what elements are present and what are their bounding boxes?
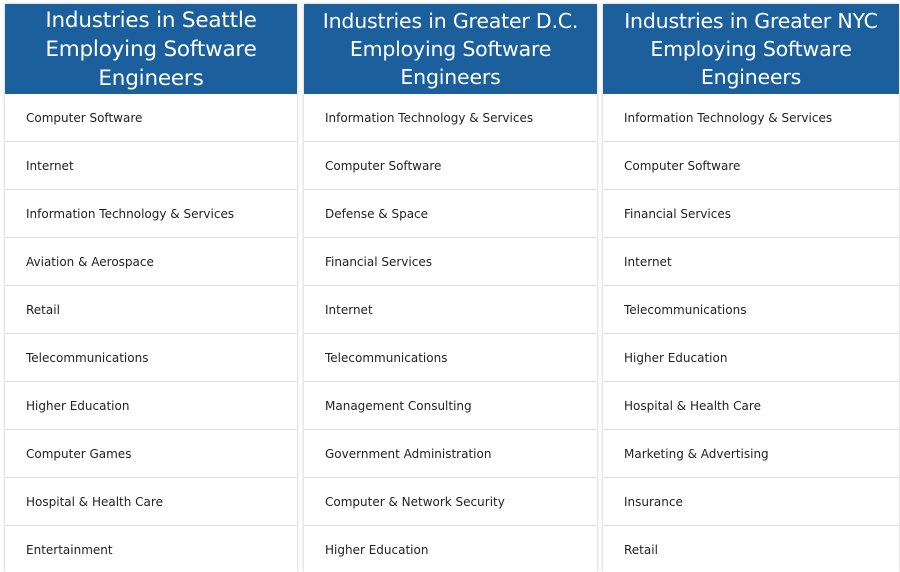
panel-header: Industries in Seattle Employing Software… (5, 4, 297, 94)
list-item: Computer & Network Security (304, 478, 597, 526)
list-item: Information Technology & Services (5, 190, 297, 238)
panel-greater-dc: Industries in Greater D.C. Employing Sof… (304, 4, 597, 572)
panel-title: Industries in Greater D.C. Employing Sof… (322, 9, 579, 89)
list-item: Hospital & Health Care (5, 478, 297, 526)
list-item: Computer Games (5, 430, 297, 478)
list-item: Telecommunications (5, 334, 297, 382)
list-item: Government Administration (304, 430, 597, 478)
panel-seattle: Industries in Seattle Employing Software… (5, 4, 297, 572)
list-item: Defense & Space (304, 190, 597, 238)
list-item: Telecommunications (304, 334, 597, 382)
list-item: Retail (5, 286, 297, 334)
list-item: Computer Software (304, 142, 597, 190)
list-item: Aviation & Aerospace (5, 238, 297, 286)
panel-header: Industries in Greater D.C. Employing Sof… (304, 4, 597, 94)
panel-header: Industries in Greater NYC Employing Soft… (603, 4, 899, 94)
list-item: Internet (304, 286, 597, 334)
list-item: Financial Services (603, 190, 899, 238)
list-item: Computer Software (5, 94, 297, 142)
list-item: Marketing & Advertising (603, 430, 899, 478)
list-item: Hospital & Health Care (603, 382, 899, 430)
list-item: Entertainment (26, 542, 113, 557)
industry-list: Information Technology & Services Compute… (304, 94, 597, 572)
panel-title: Industries in Seattle Employing Software… (45, 7, 257, 91)
list-item: Information Technology & Services (304, 94, 597, 142)
list-item: Computer Software (603, 142, 899, 190)
list-item: Management Consulting (304, 382, 597, 430)
list-item: Insurance (603, 478, 899, 526)
industry-list: Computer Software Internet Information Tec… (5, 94, 297, 572)
panel-greater-nyc: Industries in Greater NYC Employing Soft… (603, 4, 899, 572)
list-item: Higher Education (5, 382, 297, 430)
list-item: Retail (624, 542, 658, 557)
list-item: Higher Education (325, 542, 429, 557)
list-item: Information Technology & Services (603, 94, 899, 142)
industry-list: Information Technology & Services Compute… (603, 94, 899, 572)
list-item: Telecommunications (603, 286, 899, 334)
list-item: Financial Services (304, 238, 597, 286)
list-item: Internet (5, 142, 297, 190)
list-item: Internet (603, 238, 899, 286)
list-item: Higher Education (603, 334, 899, 382)
panel-title: Industries in Greater NYC Employing Soft… (624, 9, 878, 89)
